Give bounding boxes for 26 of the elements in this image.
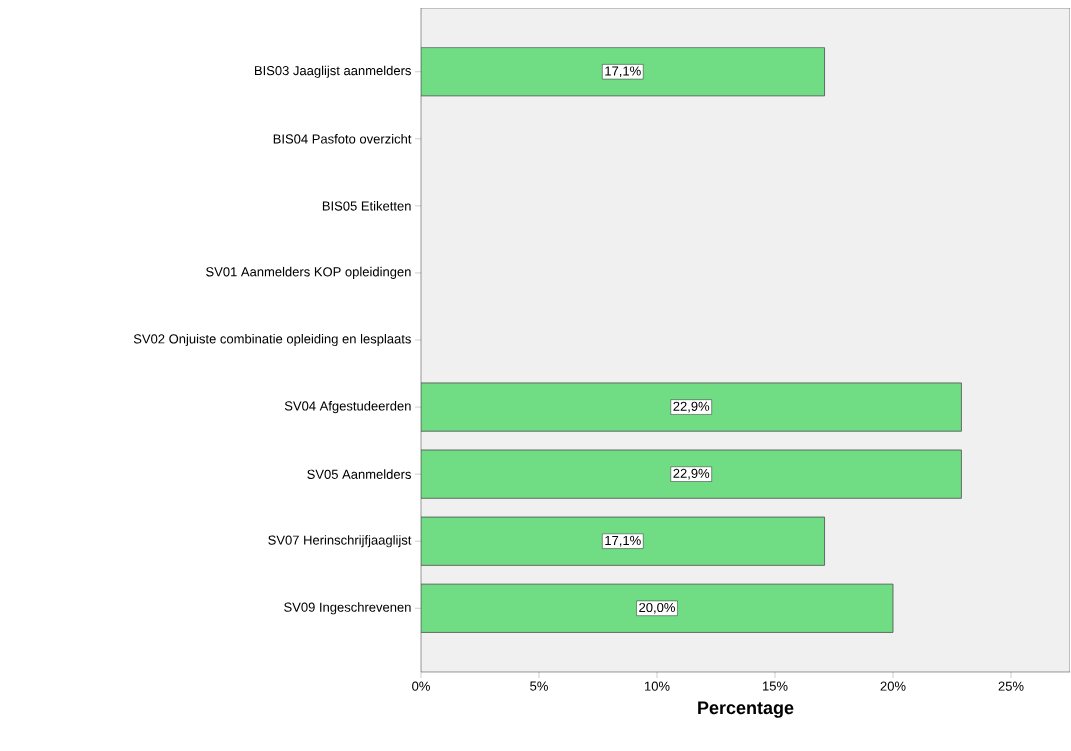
y-tick-label: BIS04 Pasfoto overzicht <box>273 134 412 144</box>
y-tick-label: SV09 Ingeschrevenen <box>284 602 411 615</box>
x-tick-label: 20% <box>880 681 906 691</box>
data-label: 17,1% <box>605 66 641 78</box>
bar <box>421 583 894 633</box>
bar <box>421 382 962 432</box>
data-label: 20,0% <box>639 602 675 614</box>
x-tick-label: 10% <box>644 681 670 691</box>
data-label: 17,1% <box>605 535 641 547</box>
x-axis-title: Percentage <box>698 701 794 718</box>
y-tick-label: SV04 Afgestudeerden <box>284 401 411 414</box>
bar <box>421 449 962 499</box>
bar <box>421 516 825 566</box>
x-tick-label: 25% <box>998 681 1024 691</box>
data-label: 22,9% <box>673 468 710 480</box>
y-tick-label: BIS03 Jaaglijst aanmelders <box>255 65 411 78</box>
data-label: 22,9% <box>673 401 710 413</box>
bar <box>421 47 825 97</box>
y-tick-label: SV02 Onjuiste combinatie opleiding en lesplaats <box>133 333 411 347</box>
y-tick-label: SV05 Aanmelders <box>307 469 411 479</box>
x-tick-label: 15% <box>762 681 788 691</box>
y-tick-label: SV01 Aanmelders KOP opleidingen <box>206 266 411 279</box>
x-tick-label: 5% <box>530 681 548 691</box>
y-tick-label: SV07 Herinschrijfjaaglijst <box>268 535 412 548</box>
y-tick-label: BIS05 Etiketten <box>322 201 411 211</box>
x-tick-label: 0% <box>412 681 430 691</box>
